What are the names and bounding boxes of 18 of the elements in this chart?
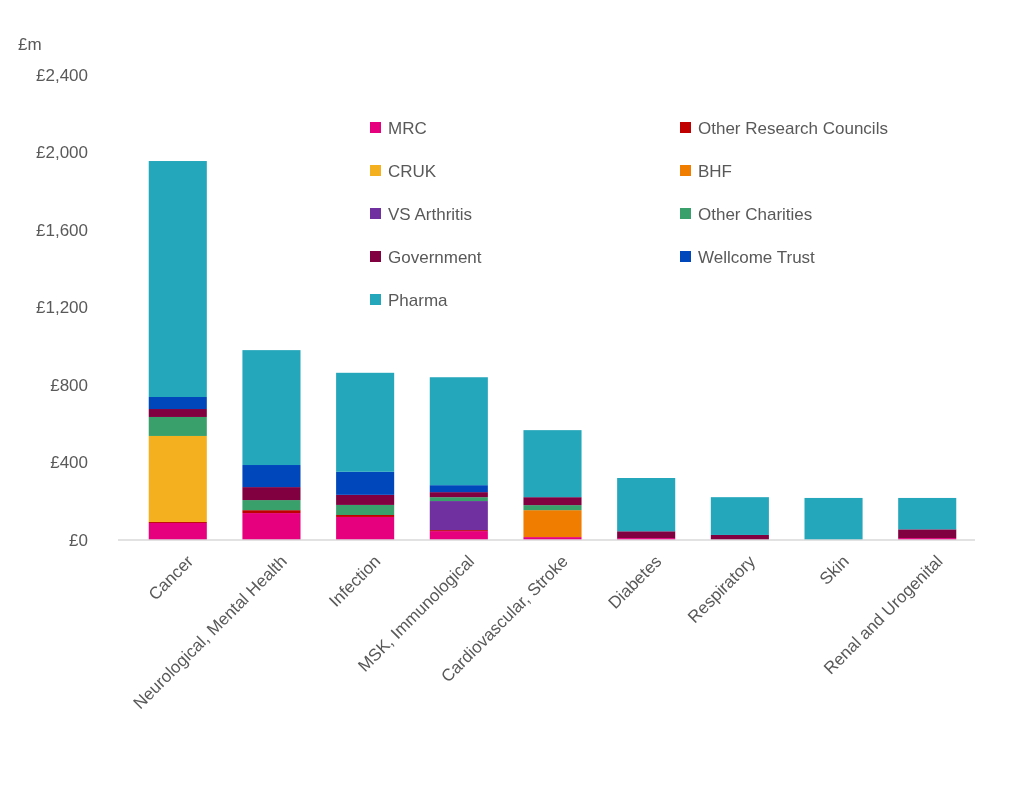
y-tick-label: £800: [50, 375, 88, 395]
y-tick-label: £400: [50, 453, 88, 473]
x-tick-label: Skin: [815, 551, 853, 589]
legend-label: Pharma: [388, 290, 449, 310]
legend-label: CRUK: [388, 161, 437, 181]
legend-label: Wellcome Trust: [698, 247, 816, 267]
legend-label: BHF: [698, 161, 732, 181]
y-tick-label: £2,400: [36, 65, 88, 85]
y-axis-title: £m: [18, 35, 42, 54]
y-tick-label: £0: [69, 530, 88, 550]
legend-label: Government: [388, 247, 482, 267]
legend-label: Other Research Councils: [698, 118, 888, 138]
y-tick-label: £1,600: [36, 220, 88, 240]
legend-label: MRC: [388, 118, 427, 138]
y-tick-label: £2,000: [36, 143, 88, 163]
y-tick-label: £1,200: [36, 298, 88, 318]
legend-label: VS Arthritis: [388, 204, 473, 224]
legend-label: Other Charities: [698, 204, 813, 224]
